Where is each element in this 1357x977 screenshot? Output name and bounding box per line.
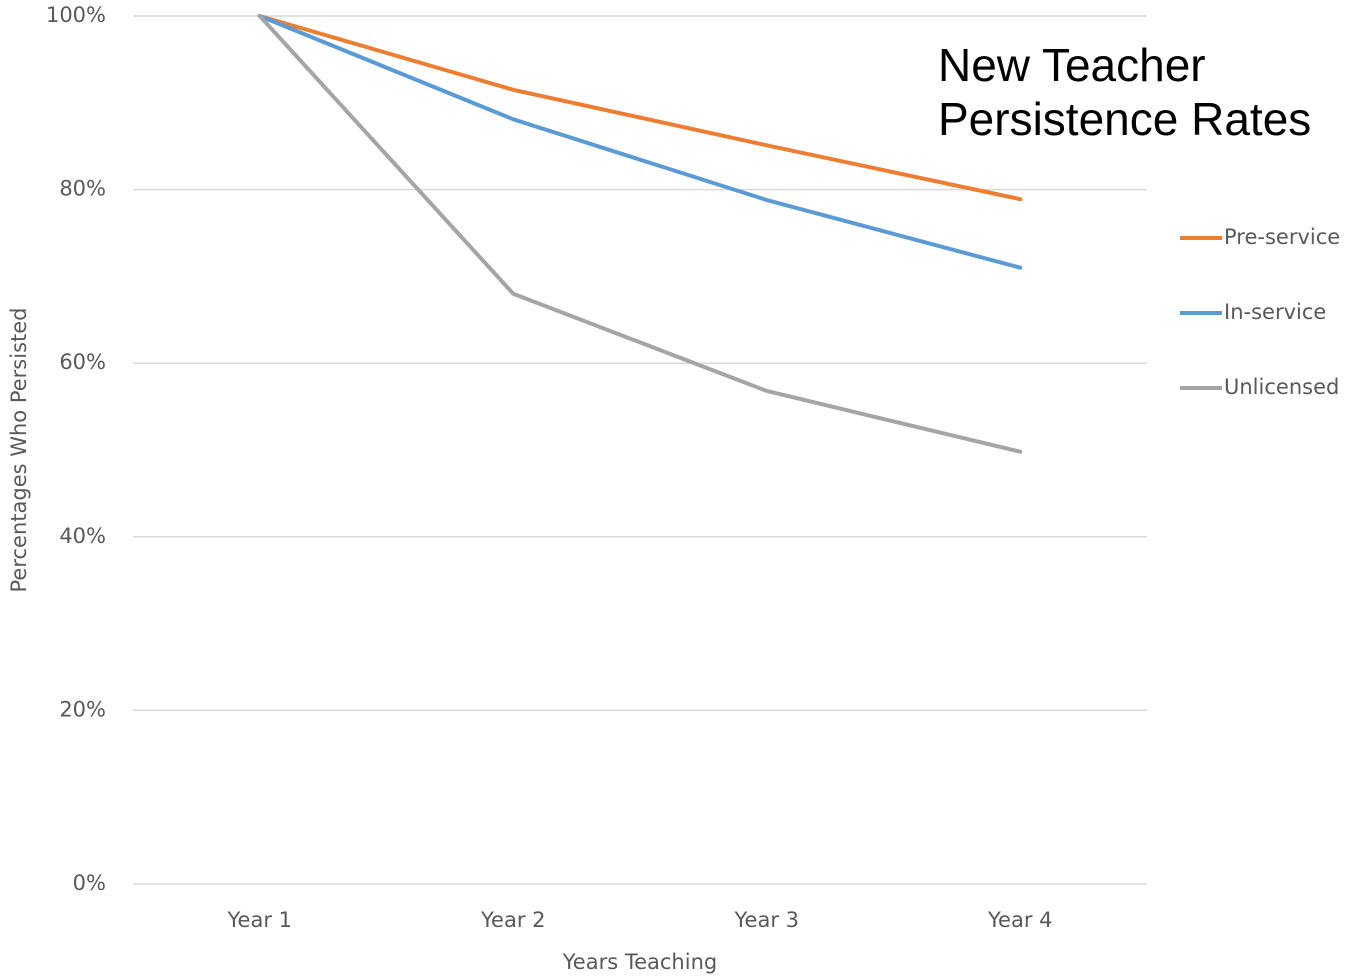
legend-label: Unlicensed [1224,375,1339,399]
x-tick-label: Year 3 [734,908,800,932]
x-tick-label: Year 1 [227,908,293,932]
series-line [257,14,1023,454]
y-tick-label: 0% [73,871,106,895]
legend-label: Pre-service [1224,225,1340,249]
y-tick-label: 20% [59,697,106,721]
x-tick-label: Year 2 [480,908,546,932]
y-tick-label: 40% [59,524,106,548]
y-axis-title: Percentages Who Persisted [7,307,31,592]
y-tick-label: 60% [59,350,106,374]
x-axis-title: Years Teaching [562,950,717,974]
y-tick-label: 80% [59,177,106,201]
series-line [257,14,1023,202]
series-line [257,14,1023,270]
legend-label: In-service [1224,300,1326,324]
chart-title: New Teacher Persistence Rates [938,39,1312,145]
y-tick-label: 100% [46,3,106,27]
x-tick-label: Year 4 [987,908,1053,932]
